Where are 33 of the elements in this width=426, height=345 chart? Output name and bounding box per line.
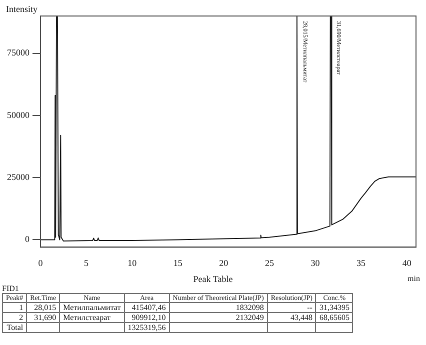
text: Метилстеарат: [60, 312, 124, 322]
x-tick-label: 15: [173, 258, 183, 268]
text: --: [267, 302, 316, 312]
text: FID1: [2, 284, 20, 293]
text: 31,690: [26, 312, 60, 322]
x-axis-title: min: [408, 274, 420, 283]
text: 1: [2, 302, 27, 312]
x-tick-label: 5: [84, 258, 90, 268]
y-axis-title: Intensity: [6, 4, 38, 14]
x-tick-label: 35: [356, 258, 366, 268]
x-tick-label: 25: [264, 258, 274, 268]
text: Peak Table: [193, 274, 233, 284]
text: Метилпальмитат: [60, 302, 124, 312]
y-tick-label: 0: [25, 234, 30, 244]
y-tick-label: 25000: [7, 172, 30, 182]
text: 415407,46: [124, 302, 170, 312]
x-tick-label: 40: [402, 258, 412, 268]
x-tick-label: 20: [219, 258, 229, 268]
text: 2: [2, 312, 27, 322]
text: 68,65605: [316, 312, 353, 322]
text: 43,448: [267, 312, 316, 322]
x-tick-label: 0: [38, 258, 44, 268]
text: 31,34395: [316, 302, 353, 312]
text: 1325319,56: [124, 322, 170, 332]
text: Total: [2, 322, 27, 332]
text: 1832098: [169, 302, 268, 312]
text: 909912,10: [124, 312, 170, 322]
x-tick-label: 30: [310, 258, 320, 268]
x-tick-label: 10: [128, 258, 138, 268]
y-tick-label: 75000: [7, 48, 30, 58]
text: 28,015: [26, 302, 60, 312]
text: 2132049: [169, 312, 268, 322]
y-tick-label: 50000: [7, 110, 30, 120]
